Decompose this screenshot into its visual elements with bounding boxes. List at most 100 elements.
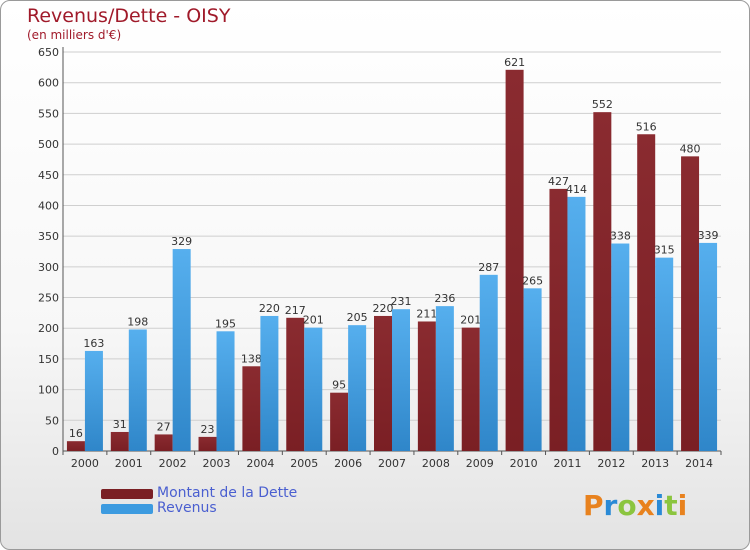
x-tick-label: 2013 [641, 457, 669, 470]
bar-dette [154, 434, 173, 451]
data-label-revenus: 339 [698, 229, 719, 242]
logo-letter: i [654, 489, 665, 522]
x-tick-label: 2007 [378, 457, 406, 470]
data-label-dette: 31 [113, 418, 127, 431]
logo-letter: i [677, 489, 688, 522]
bar-dette [286, 317, 305, 451]
y-tick-label: 50 [45, 414, 59, 427]
bar-revenus [567, 196, 586, 451]
data-label-revenus: 338 [610, 230, 631, 243]
x-tick-label: 2005 [290, 457, 318, 470]
y-tick-label: 150 [38, 353, 59, 366]
x-tick-label: 2012 [597, 457, 625, 470]
data-label-revenus: 414 [566, 183, 587, 196]
data-label-dette: 27 [157, 420, 171, 433]
x-tick-label: 2003 [203, 457, 231, 470]
bar-revenus [216, 331, 235, 451]
bar-dette [681, 156, 700, 451]
data-label-revenus: 236 [434, 292, 455, 305]
data-label-revenus: 265 [522, 274, 543, 287]
data-label-revenus: 315 [654, 244, 675, 257]
y-tick-label: 550 [38, 107, 59, 120]
data-label-dette: 480 [680, 142, 701, 155]
bar-revenus [655, 257, 674, 451]
data-label-revenus: 198 [127, 315, 148, 328]
bar-revenus [523, 288, 542, 451]
legend-label-dette: Montant de la Dette [157, 485, 298, 501]
data-label-revenus: 205 [347, 311, 368, 324]
data-label-dette: 220 [373, 302, 394, 315]
x-tick-label: 2000 [71, 457, 99, 470]
legend-label-revenus: Revenus [157, 500, 217, 516]
y-tick-label: 450 [38, 169, 59, 182]
data-label-dette: 23 [201, 423, 215, 436]
bar-revenus [435, 306, 454, 451]
bar-dette [242, 366, 261, 451]
bar-dette [549, 188, 568, 451]
x-tick-label: 2008 [422, 457, 450, 470]
x-tick-label: 2011 [553, 457, 581, 470]
data-label-dette: 201 [460, 314, 481, 327]
bar-revenus [128, 329, 147, 451]
x-tick-label: 2004 [246, 457, 274, 470]
logo-letter: t [664, 489, 678, 522]
bar-revenus [260, 315, 279, 451]
x-tick-label: 2014 [685, 457, 713, 470]
y-tick-label: 650 [38, 46, 59, 59]
y-tick-label: 600 [38, 77, 59, 90]
bar-dette [198, 436, 217, 451]
y-tick-label: 250 [38, 292, 59, 305]
data-label-dette: 552 [592, 98, 613, 111]
y-tick-label: 350 [38, 230, 59, 243]
chart-title: Revenus/Dette - OISY [27, 5, 231, 27]
data-label-revenus: 287 [478, 261, 499, 274]
bar-revenus [348, 325, 367, 451]
data-label-revenus: 195 [215, 317, 236, 330]
bar-dette [461, 327, 480, 451]
y-tick-label: 0 [52, 445, 59, 458]
bar-revenus [611, 243, 630, 451]
bar-revenus [84, 350, 103, 451]
data-label-revenus: 220 [259, 302, 280, 315]
x-tick-label: 2002 [159, 457, 187, 470]
data-label-dette: 621 [504, 56, 525, 69]
data-label-dette: 427 [548, 175, 569, 188]
data-label-dette: 95 [332, 379, 346, 392]
logo-letter: o [617, 489, 637, 522]
y-tick-label: 100 [38, 384, 59, 397]
chart-subtitle: (en milliers d'€) [27, 28, 122, 42]
x-tick-label: 2010 [510, 457, 538, 470]
data-label-revenus: 329 [171, 235, 192, 248]
logo-letter: r [603, 489, 618, 522]
bar-revenus [392, 309, 410, 451]
y-tick-label: 400 [38, 199, 59, 212]
x-tick-label: 2001 [115, 457, 143, 470]
bar-dette [505, 69, 524, 451]
data-label-revenus: 231 [391, 295, 412, 308]
bar-revenus [172, 249, 191, 451]
y-tick-label: 300 [38, 261, 59, 274]
data-label-dette: 211 [416, 307, 437, 320]
legend-swatch-revenus [101, 504, 153, 514]
data-label-revenus: 201 [303, 314, 324, 327]
proxiti-logo: Proxiti [583, 489, 687, 522]
bar-dette [374, 315, 392, 451]
logo-letter: x [636, 489, 655, 522]
data-label-dette: 138 [241, 352, 262, 365]
bar-dette [637, 134, 656, 452]
bar-revenus [304, 327, 323, 451]
bar-dette [593, 112, 612, 451]
logo-letter: P [583, 489, 604, 522]
bar-revenus [699, 242, 718, 451]
bar-dette [110, 431, 129, 451]
data-label-dette: 217 [285, 304, 306, 317]
x-tick-label: 2009 [466, 457, 494, 470]
y-tick-label: 200 [38, 322, 59, 335]
bar-revenus [479, 274, 498, 451]
bar-dette [66, 441, 85, 451]
bar-dette [330, 392, 349, 451]
legend-swatch-dette [101, 489, 153, 499]
data-label-revenus: 163 [83, 337, 104, 350]
